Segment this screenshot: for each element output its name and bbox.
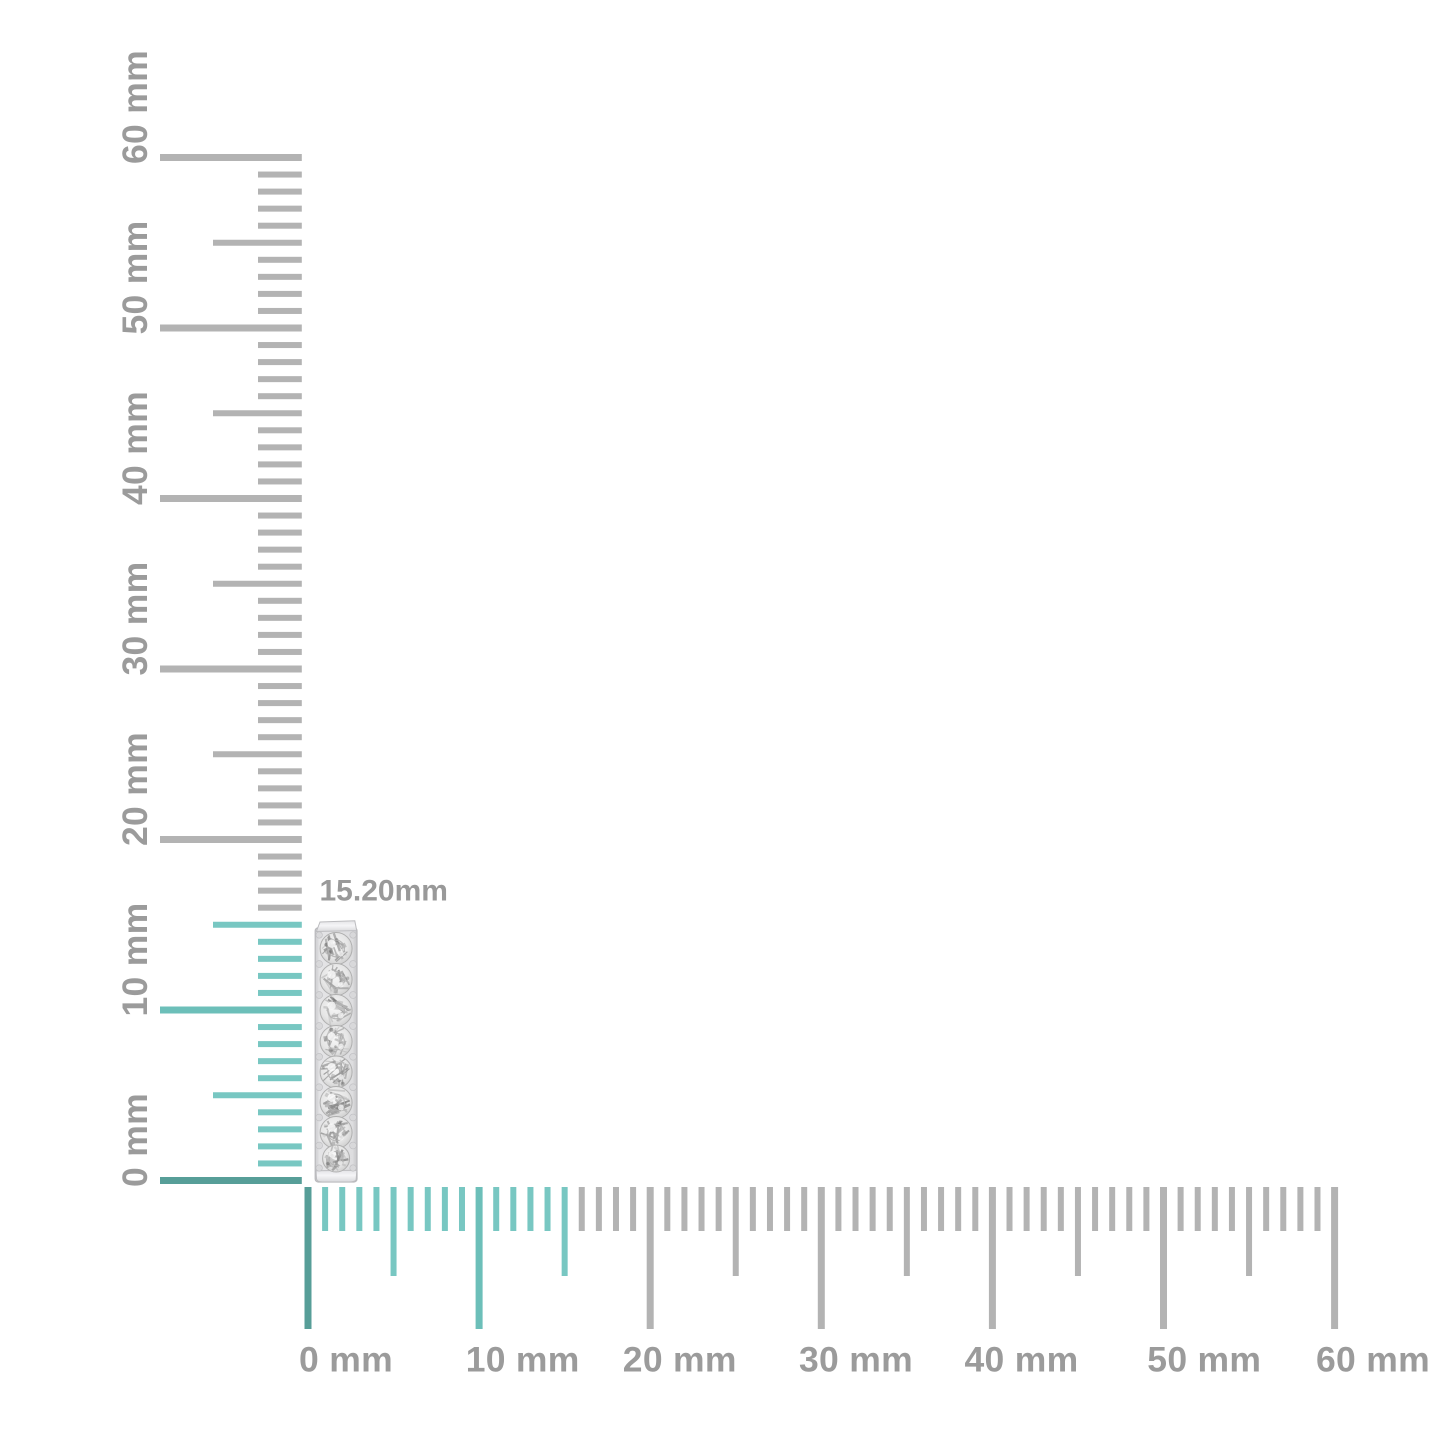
svg-text:30 mm: 30 mm bbox=[115, 562, 155, 676]
svg-text:10 mm: 10 mm bbox=[466, 1340, 580, 1380]
svg-text:50 mm: 50 mm bbox=[115, 221, 155, 335]
svg-text:40 mm: 40 mm bbox=[965, 1340, 1079, 1380]
svg-text:20 mm: 20 mm bbox=[115, 732, 155, 846]
svg-text:40 mm: 40 mm bbox=[115, 391, 155, 505]
svg-text:30 mm: 30 mm bbox=[799, 1340, 913, 1380]
svg-text:0 mm: 0 mm bbox=[115, 1093, 155, 1187]
svg-text:60 mm: 60 mm bbox=[1316, 1340, 1430, 1380]
svg-text:0 mm: 0 mm bbox=[299, 1340, 393, 1380]
svg-text:10 mm: 10 mm bbox=[115, 903, 155, 1017]
svg-text:20 mm: 20 mm bbox=[623, 1340, 737, 1380]
svg-text:60 mm: 60 mm bbox=[115, 50, 155, 164]
svg-text:50 mm: 50 mm bbox=[1147, 1340, 1261, 1380]
svg-text:15.20mm: 15.20mm bbox=[320, 875, 448, 908]
